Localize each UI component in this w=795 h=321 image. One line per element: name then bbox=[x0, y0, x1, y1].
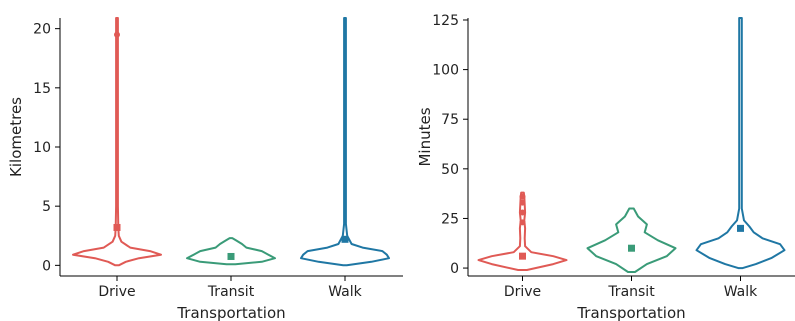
violin-transit bbox=[186, 237, 276, 266]
mean-marker-transit bbox=[227, 252, 235, 260]
y-tick-label: 25 bbox=[441, 211, 459, 227]
x-tick-label: Drive bbox=[98, 284, 135, 300]
y-tick-label: 20 bbox=[33, 22, 51, 38]
y-tick-label: 0 bbox=[450, 261, 459, 277]
x-tick-label: Drive bbox=[504, 284, 541, 300]
y-tick-label: 100 bbox=[432, 63, 459, 79]
x-axis-label: Transportation bbox=[176, 304, 285, 321]
outlier-point bbox=[519, 199, 526, 206]
violin-walk bbox=[695, 17, 786, 270]
y-tick-label: 5 bbox=[42, 199, 51, 215]
mean-marker-walk bbox=[737, 224, 744, 232]
x-tick-label: Walk bbox=[328, 284, 362, 300]
mean-marker-transit bbox=[628, 244, 635, 252]
y-axis-label: Kilometres bbox=[7, 97, 25, 177]
y-tick-label: 10 bbox=[33, 140, 51, 156]
violin-walk bbox=[300, 17, 390, 267]
mean-marker-walk bbox=[341, 235, 349, 243]
y-tick-label: 50 bbox=[441, 162, 459, 178]
chart-panel-1: 0 5 10 15 20 Drive Transit Walk Transportation Ki… bbox=[7, 17, 403, 321]
mean-marker-drive bbox=[519, 252, 526, 260]
violin-transit bbox=[586, 207, 677, 273]
chart-panel-2: 0 25 50 75 100 125 Drive Transit Walk Transportat… bbox=[416, 13, 795, 321]
violin-drive bbox=[477, 191, 568, 271]
mean-marker-drive bbox=[113, 223, 121, 231]
x-tick-label: Transit bbox=[207, 284, 255, 300]
y-tick-label: 0 bbox=[42, 258, 51, 274]
outlier-point bbox=[519, 219, 526, 226]
outlier-point bbox=[114, 31, 120, 38]
y-tick-label: 15 bbox=[33, 81, 51, 97]
x-tick-label: Transit bbox=[607, 284, 655, 300]
x-tick-label: Walk bbox=[724, 284, 758, 300]
outlier-point bbox=[519, 209, 526, 216]
outlier-point bbox=[519, 193, 526, 200]
y-tick-label: 125 bbox=[432, 13, 459, 29]
violin-drive bbox=[72, 17, 162, 267]
y-axis-label: Minutes bbox=[416, 107, 434, 166]
x-axis-label: Transportation bbox=[576, 304, 685, 321]
y-tick-label: 75 bbox=[441, 112, 459, 128]
